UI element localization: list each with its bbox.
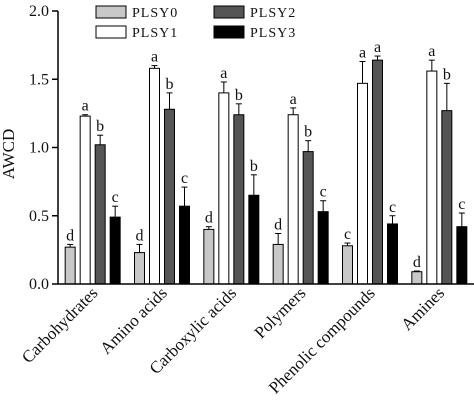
bar xyxy=(342,245,353,285)
legend-label: PLSY0 xyxy=(132,6,178,21)
significance-letter: d xyxy=(413,254,421,271)
significance-letter: a xyxy=(151,49,158,66)
significance-letter: b xyxy=(443,66,451,83)
x-category-label: Amines xyxy=(397,283,448,334)
y-tick-label: 1.5 xyxy=(29,71,49,88)
y-tick-label: 0.0 xyxy=(29,276,49,293)
bar xyxy=(411,271,423,285)
significance-letter: c xyxy=(344,226,351,243)
significance-letter: c xyxy=(112,189,119,206)
bar xyxy=(134,252,145,285)
legend-label: PLSY2 xyxy=(250,6,296,21)
significance-letter: a xyxy=(374,39,381,56)
bar xyxy=(441,110,453,285)
significance-letter: d xyxy=(205,210,213,227)
significance-letter: c xyxy=(181,170,188,187)
significance-letter: a xyxy=(220,65,227,82)
bar xyxy=(317,211,329,285)
significance-letter: d xyxy=(66,227,74,244)
bar xyxy=(109,216,121,285)
legend-swatch xyxy=(95,25,127,39)
bar xyxy=(233,114,245,285)
significance-letter: a xyxy=(82,98,89,115)
x-category-label: Polymers xyxy=(251,283,310,342)
significance-letter: c xyxy=(389,199,396,216)
x-category-label: Carbohydrates xyxy=(18,283,102,367)
bar xyxy=(272,243,284,285)
significance-letter: b xyxy=(96,118,104,135)
bar xyxy=(179,205,190,285)
y-axis-label: AWCD xyxy=(0,129,18,180)
bar xyxy=(426,70,438,285)
bar xyxy=(149,67,160,285)
significance-letter: a xyxy=(359,45,366,62)
significance-letter: d xyxy=(136,227,144,244)
legend-swatch xyxy=(95,5,127,19)
bar xyxy=(94,144,106,285)
bar xyxy=(64,246,76,285)
legend-label: PLSY3 xyxy=(250,26,296,41)
y-tick-label: 1.0 xyxy=(29,140,49,157)
significance-letter: c xyxy=(458,196,465,213)
legend: PLSY0 PLSY1 PLSY2 PLSY3 xyxy=(95,5,296,41)
legend-swatch xyxy=(213,25,245,39)
significance-letter: b xyxy=(235,87,243,104)
significance-letter: d xyxy=(274,216,282,233)
significance-letter: b xyxy=(250,158,258,175)
bar xyxy=(248,194,260,285)
bar xyxy=(287,114,299,285)
bar xyxy=(387,223,398,285)
bar xyxy=(372,59,383,285)
bar xyxy=(79,115,91,285)
bar xyxy=(218,92,230,285)
x-category-label: Amino acids xyxy=(96,283,171,358)
significance-letter: a xyxy=(290,91,297,108)
legend-swatch xyxy=(213,5,245,19)
bar xyxy=(302,151,314,285)
y-tick-label: 0.5 xyxy=(29,208,49,225)
significance-letter: b xyxy=(166,76,174,93)
y-tick-label: 2.0 xyxy=(29,3,49,20)
bar xyxy=(456,226,468,285)
significance-letter: b xyxy=(304,124,312,141)
legend-label: PLSY1 xyxy=(132,26,178,41)
bar xyxy=(357,82,368,285)
significance-letter: c xyxy=(320,184,327,201)
bar xyxy=(164,108,175,285)
significance-letter: a xyxy=(428,43,435,60)
bar xyxy=(203,228,215,285)
